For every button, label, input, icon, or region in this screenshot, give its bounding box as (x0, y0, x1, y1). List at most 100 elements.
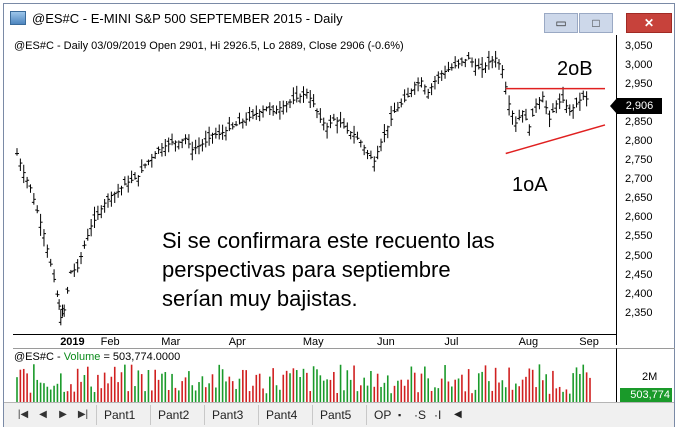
price-bar (31, 193, 36, 205)
volume-bar (76, 368, 79, 404)
price-bar (321, 117, 326, 131)
volume-bar (481, 371, 483, 404)
volume-bar (312, 366, 315, 404)
tab-op[interactable]: OP (374, 408, 392, 422)
volume-bar (275, 385, 278, 404)
price-bar (426, 88, 431, 99)
price-bar (429, 83, 434, 96)
price-bar (240, 118, 245, 129)
scroll-left-button[interactable]: ◀ (454, 409, 462, 420)
price-bar (197, 137, 202, 155)
tab-pant4[interactable]: Pant4 (266, 408, 298, 422)
price-bar (223, 126, 228, 141)
volume-bar (231, 381, 234, 404)
volume-bar (508, 367, 510, 404)
price-bar (399, 98, 404, 108)
first-sheet-button[interactable]: |◀ (17, 409, 29, 420)
volume-bar (430, 390, 433, 404)
wave-label-2ob: 2oB (557, 58, 593, 80)
price-bar (146, 159, 151, 166)
volume-bar (488, 381, 490, 404)
next-sheet-button[interactable]: ▶ (59, 409, 67, 420)
tab-divider (366, 405, 367, 425)
price-bar (170, 133, 175, 146)
volume-bar (19, 369, 22, 404)
price-bar (230, 122, 235, 130)
price-axis-label: 2,850 (625, 116, 653, 128)
tab-extra-s[interactable]: ·S (414, 408, 426, 422)
volume-bar (36, 379, 39, 404)
price-bar (395, 101, 400, 112)
price-bar (520, 110, 525, 123)
volume-bar (289, 373, 291, 404)
last-sheet-button[interactable]: ▶| (77, 409, 89, 420)
volume-bar (437, 388, 440, 404)
price-bar (136, 175, 141, 187)
price-bar (173, 140, 178, 152)
volume-bar (376, 373, 379, 404)
volume-bar (528, 368, 531, 404)
price-bar (207, 126, 212, 146)
price-bar (328, 115, 333, 129)
price-bar (510, 110, 515, 125)
volume-bar (255, 374, 258, 404)
volume-bar (80, 381, 82, 404)
price-bar (537, 97, 542, 110)
tab-extra-i[interactable]: ·I (434, 408, 442, 422)
price-bar (75, 259, 80, 273)
tab-divider (96, 405, 97, 425)
chart-info-line: @ES#C - Daily 03/09/2019 Open 2901, Hi 2… (14, 40, 404, 52)
price-bar (153, 151, 158, 159)
volume-bar (585, 372, 588, 404)
close-button[interactable]: ✕ (626, 13, 672, 33)
volume-bar (198, 382, 200, 404)
volume-bar (181, 381, 183, 404)
tab-pant2[interactable]: Pant2 (158, 408, 190, 422)
volume-bar (171, 373, 173, 404)
price-bar (25, 176, 30, 189)
price-axis-label: 3,000 (625, 58, 653, 71)
volume-bar (360, 385, 362, 404)
time-axis-label: Jul (444, 336, 459, 348)
tab-pant3[interactable]: Pant3 (212, 408, 244, 422)
volume-bar (107, 383, 109, 404)
volume-bar (525, 376, 527, 404)
price-bar (513, 116, 518, 132)
time-axis-label: Mar (161, 336, 181, 348)
price-bar (473, 58, 478, 76)
volume-bar (97, 374, 99, 404)
volume-bar (555, 388, 558, 404)
price-bar (453, 56, 458, 69)
price-axis: 3,0503,0002,9502,9002,8502,8002,7502,700… (616, 35, 675, 345)
volume-pane[interactable] (13, 348, 616, 404)
chart-app-icon (10, 11, 26, 25)
volume-bar (60, 373, 62, 404)
last-price-badge: 2,906 (617, 98, 662, 114)
tab-extra-square[interactable]: ▪ (398, 410, 402, 420)
price-bar (291, 87, 296, 105)
minimize-button[interactable]: ▭ (544, 13, 578, 33)
commentary-text: Si se confirmara este recuento las persp… (162, 226, 495, 313)
commentary-line-1: Si se confirmara este recuento las (162, 228, 495, 253)
volume-bar (242, 369, 244, 404)
price-axis-label: 2,550 (625, 230, 653, 243)
price-chart[interactable] (13, 35, 616, 335)
volume-bar (248, 391, 251, 404)
horizontal-scrollbar[interactable] (469, 408, 667, 422)
volume-bar (268, 376, 271, 404)
volume-bar (113, 366, 116, 404)
prev-sheet-button[interactable]: ◀ (39, 409, 47, 420)
volume-bar (474, 389, 477, 404)
time-axis-label: Feb (100, 336, 120, 348)
volume-bar (29, 392, 32, 404)
tab-divider (312, 405, 313, 425)
tab-pant1[interactable]: Pant1 (104, 408, 136, 422)
tab-pant5[interactable]: Pant5 (320, 408, 352, 422)
volume-bar (238, 378, 241, 404)
price-bar (480, 57, 485, 78)
volume-bar (46, 386, 49, 404)
price-bar (156, 146, 161, 154)
commentary-line-3: serían muy bajistas. (162, 286, 358, 311)
price-bar (267, 102, 272, 116)
maximize-button[interactable]: □ (579, 13, 613, 33)
